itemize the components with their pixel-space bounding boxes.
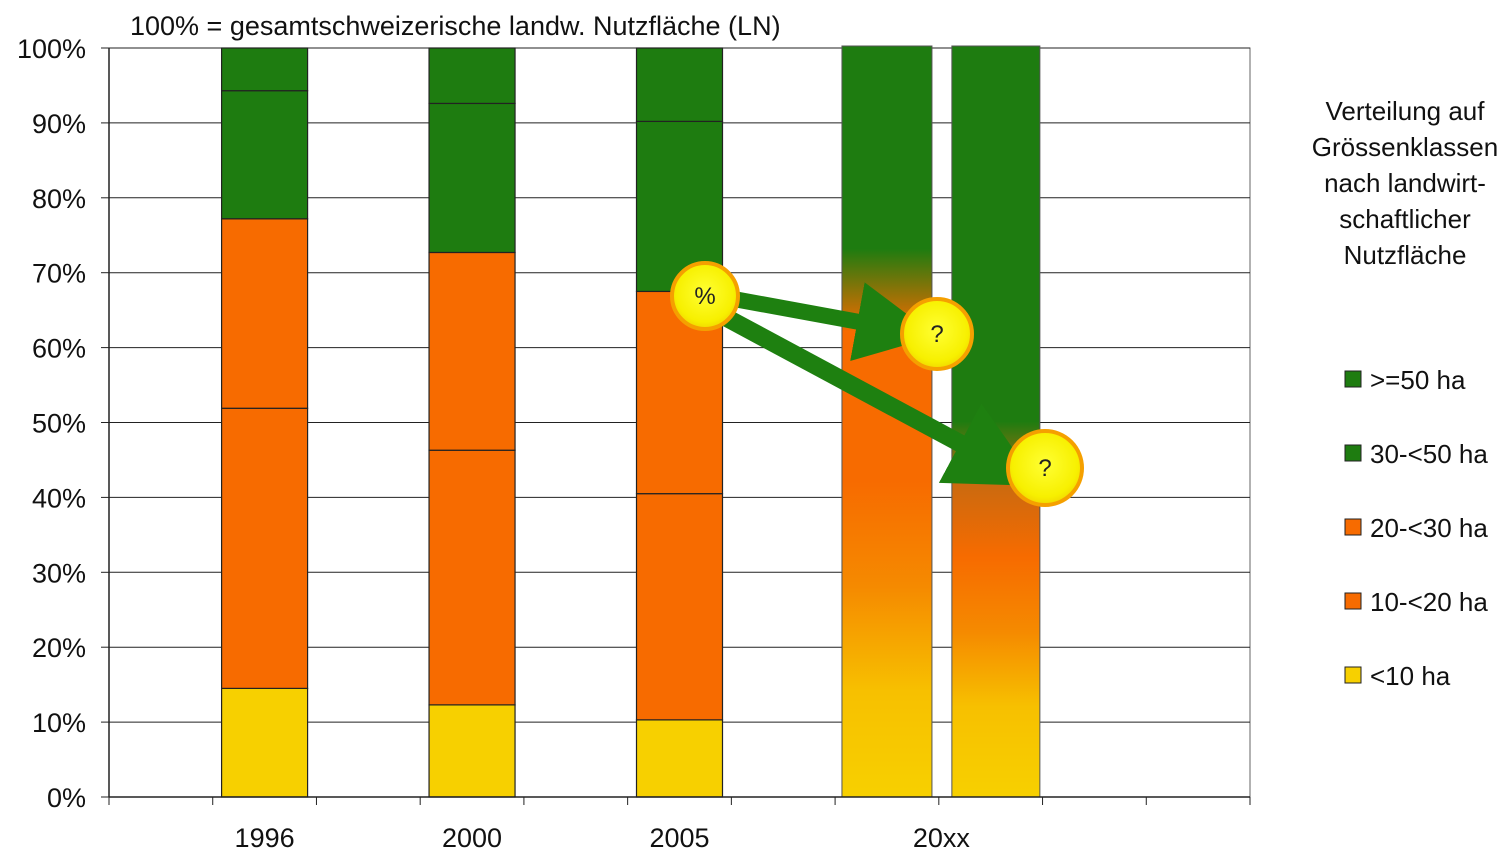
bar-segment: [220, 407, 309, 689]
legend-title-line-1: Verteilung auf: [1325, 96, 1485, 126]
axes: 0% 10% 20% 30% 40% 50% 60% 70% 80% 90% 100% 1996 200…: [17, 34, 1251, 850]
bar-segment: [428, 704, 516, 798]
bar-segment: [220, 90, 309, 220]
question-bubble-1: [900, 297, 974, 371]
bar-segment: [428, 102, 516, 254]
bar-segment: [635, 719, 724, 798]
legend-title-line-2: Grössenklassen: [1312, 132, 1498, 162]
legend-title-line-5: Nutzfläche: [1344, 240, 1467, 270]
legend-label: 30-<50 ha: [1370, 439, 1488, 469]
bar-segment: [635, 47, 724, 123]
bar-segment: [635, 493, 724, 721]
legend-swatch: [1344, 592, 1362, 610]
y-tick-label: 40%: [32, 483, 86, 513]
y-tick-label: 80%: [32, 184, 86, 214]
y-tick-label: 20%: [32, 633, 86, 663]
y-tick-label: 30%: [32, 558, 86, 588]
x-tick-label: 2000: [442, 823, 502, 850]
x-tick-label: 2005: [649, 823, 709, 850]
y-tick-label: 70%: [32, 259, 86, 289]
question-bubble-1-label: ?: [930, 321, 943, 348]
legend: Verteilung auf Grössenklassen nach landw…: [1312, 96, 1498, 691]
x-tick-label-future: 20xx: [913, 823, 971, 850]
arrow-to-second-question: [707, 302, 1040, 486]
bars: [220, 47, 724, 798]
question-bubble-2-label: ?: [1038, 455, 1051, 482]
legend-title-line-4: schaftlicher: [1339, 204, 1471, 234]
question-bubble-2: [1006, 429, 1084, 507]
bar-segment: [220, 687, 309, 798]
y-tick-label: 60%: [32, 334, 86, 364]
legend-label: 10-<20 ha: [1370, 587, 1488, 617]
legend-label: >=50 ha: [1370, 365, 1466, 395]
future-bars: [841, 45, 1041, 798]
x-tick-label: 1996: [235, 823, 295, 850]
chart-title: 100% = gesamtschweizerische landw. Nutzf…: [130, 11, 781, 41]
legend-title-line-3: nach landwirt-: [1324, 168, 1486, 198]
legend-swatch: [1344, 518, 1362, 536]
future-bar: [951, 45, 1041, 798]
percent-bubble: [670, 261, 740, 331]
y-tick-label: 50%: [32, 409, 86, 439]
y-tick-label: 0%: [47, 783, 86, 813]
y-tick-label: 10%: [32, 708, 86, 738]
arrows: [707, 282, 1040, 486]
y-tick-label: 90%: [32, 109, 86, 139]
bar-segment: [428, 251, 516, 451]
percent-bubble-label: %: [694, 283, 715, 310]
bar-segment: [428, 449, 516, 706]
legend-swatch: [1344, 666, 1362, 684]
legend-label: <10 ha: [1370, 661, 1451, 691]
bubbles: % ? ?: [670, 261, 1084, 507]
legend-label: 20-<30 ha: [1370, 513, 1488, 543]
legend-swatch: [1344, 370, 1362, 388]
y-tick-label: 100%: [17, 34, 86, 64]
bar-segment: [220, 218, 309, 409]
bar-segment: [220, 47, 309, 92]
bar-segment: [428, 47, 516, 105]
arrow-to-first-question: [710, 282, 937, 361]
legend-swatch: [1344, 444, 1362, 462]
